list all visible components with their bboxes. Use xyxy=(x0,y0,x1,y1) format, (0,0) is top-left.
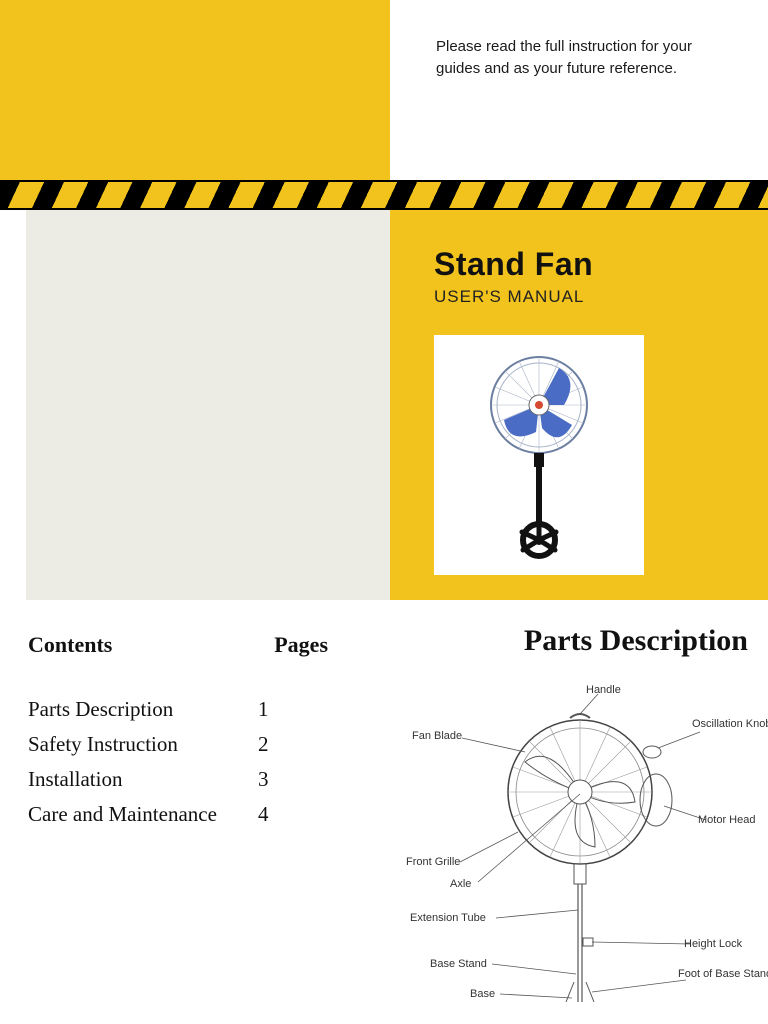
fan-icon xyxy=(464,350,614,560)
product-title: Stand Fan xyxy=(434,246,738,283)
toc-block: Contents Pages Parts Description 1 Safet… xyxy=(28,632,388,832)
parts-title: Parts Description xyxy=(400,624,760,658)
label-osc-knob: Oscillation Knob xyxy=(692,718,768,730)
label-base-stand: Base Stand xyxy=(430,958,487,970)
toc-row: Installation 3 xyxy=(28,762,388,797)
parts-description-block: Parts Description xyxy=(400,624,760,1002)
label-height-lock: Height Lock xyxy=(684,938,742,950)
toc-item-label: Parts Description xyxy=(28,697,258,722)
toc-item-label: Safety Instruction xyxy=(28,732,258,757)
toc-item-label: Care and Maintenance xyxy=(28,802,258,827)
caution-stripe xyxy=(0,180,768,210)
label-axle: Axle xyxy=(450,878,471,890)
toc-item-page: 1 xyxy=(258,697,298,722)
label-motor-head: Motor Head xyxy=(698,814,755,826)
cover-blank-panel xyxy=(26,210,390,600)
toc-header-right: Pages xyxy=(274,632,328,658)
toc-item-page: 2 xyxy=(258,732,298,757)
header-yellow-block xyxy=(0,0,390,180)
label-base: Base xyxy=(470,988,495,1000)
label-handle: Handle xyxy=(586,684,621,696)
label-front-grille: Front Grille xyxy=(406,856,460,868)
intro-text: Please read the full instruction for you… xyxy=(436,36,716,80)
product-subtitle: USER'S MANUAL xyxy=(434,287,738,307)
label-foot-base: Foot of Base Stand xyxy=(678,968,748,980)
toc-row: Care and Maintenance 4 xyxy=(28,797,388,832)
toc-list: Parts Description 1 Safety Instruction 2… xyxy=(28,692,388,832)
parts-diagram: Handle Fan Blade Oscillation Knob Motor … xyxy=(400,682,752,1002)
label-extension-tube: Extension Tube xyxy=(410,912,486,924)
toc-item-page: 3 xyxy=(258,767,298,792)
toc-row: Parts Description 1 xyxy=(28,692,388,727)
toc-header-left: Contents xyxy=(28,632,112,658)
product-image xyxy=(434,335,644,575)
title-panel: Stand Fan USER'S MANUAL xyxy=(390,210,768,600)
toc-header: Contents Pages xyxy=(28,632,388,658)
label-fan-blade: Fan Blade xyxy=(412,730,462,742)
toc-item-page: 4 xyxy=(258,802,298,827)
toc-item-label: Installation xyxy=(28,767,258,792)
toc-row: Safety Instruction 2 xyxy=(28,727,388,762)
